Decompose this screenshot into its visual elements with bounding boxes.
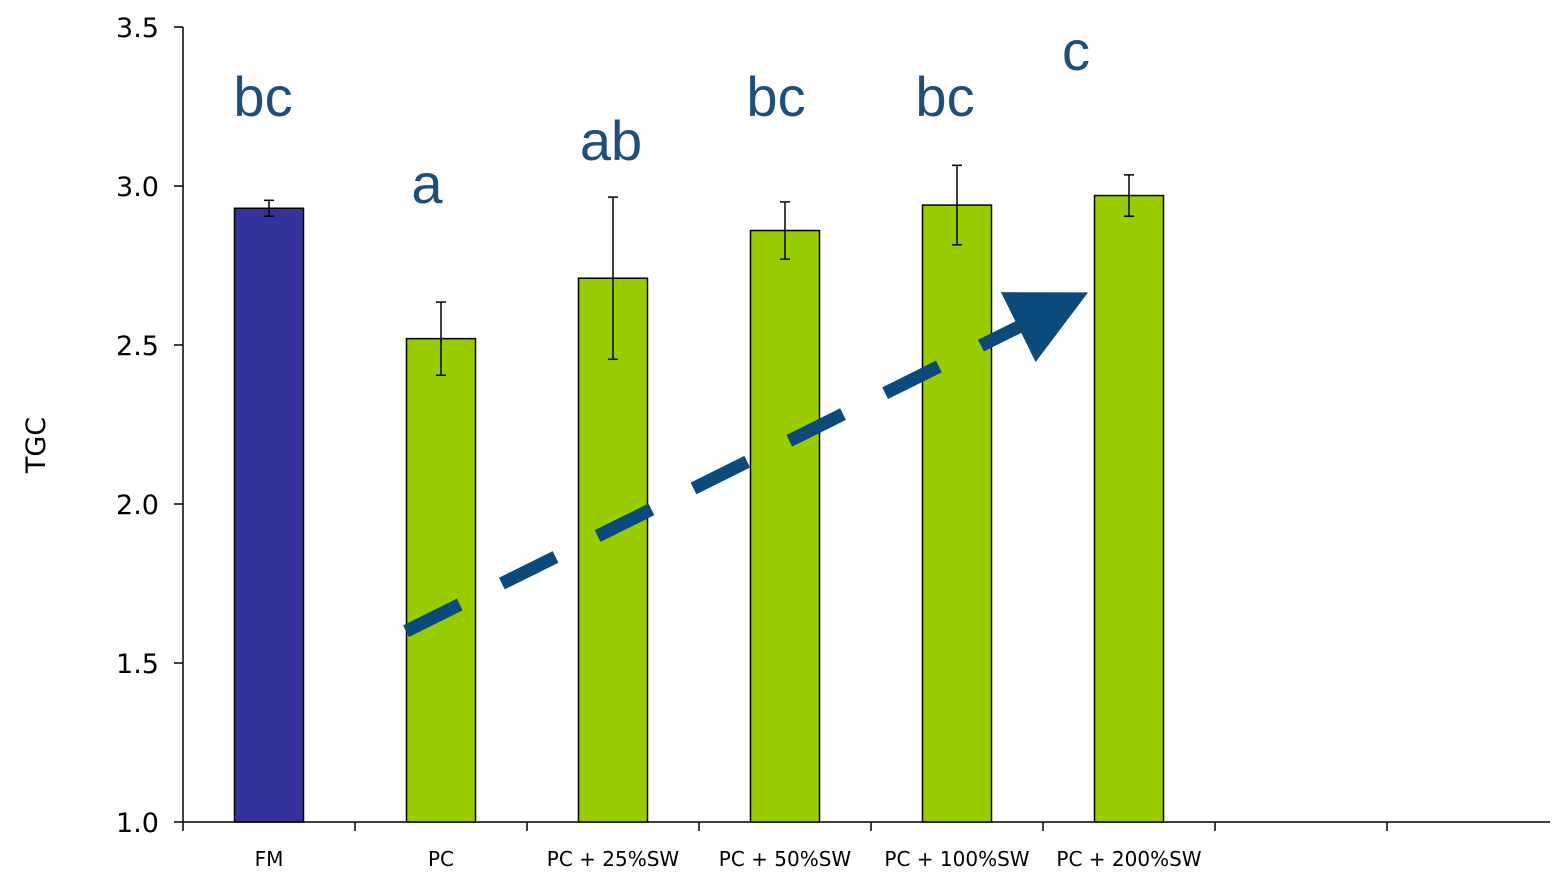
trend-arrow [403, 292, 1089, 638]
bar [1093, 194, 1165, 823]
y-tick-label: 1.0 [116, 808, 159, 839]
x-axis: FM PC PC + 25%SW PC + 50%SW PC + 100%SW PC + … [182, 821, 1550, 871]
significance-letters: bc a ab bc bc c [233, 19, 1090, 215]
x-category-label: PC + 50%SW [719, 847, 852, 871]
significance-letter: ab [580, 109, 642, 172]
y-tick-label: 3.0 [116, 172, 159, 203]
y-axis-title: TGC [21, 417, 52, 474]
significance-letter: bc [915, 65, 974, 128]
y-tick-label: 1.5 [116, 649, 159, 680]
bar [749, 229, 821, 823]
error-bars [264, 164, 1134, 376]
bar [921, 204, 993, 823]
y-axis: 1.0 1.5 2.0 2.5 3.0 3.5 [116, 13, 184, 839]
y-tick-label: 3.5 [116, 13, 159, 44]
x-category-label: PC + 100%SW [884, 847, 1029, 871]
x-category-label: PC + 200%SW [1056, 847, 1201, 871]
x-category-label: PC [428, 847, 454, 871]
y-tick-label: 2.0 [116, 490, 159, 521]
bar [405, 337, 477, 823]
bar [233, 207, 305, 823]
y-tick-label: 2.5 [116, 331, 159, 362]
trend-arrow-line [403, 292, 1089, 638]
x-category-label: FM [255, 847, 284, 871]
significance-letter: bc [746, 65, 805, 128]
bars [233, 194, 1165, 823]
significance-letter: c [1062, 19, 1090, 82]
significance-letter: bc [233, 65, 292, 128]
significance-letter: a [411, 152, 443, 215]
x-category-label: PC + 25%SW [547, 847, 680, 871]
bar [577, 277, 649, 823]
